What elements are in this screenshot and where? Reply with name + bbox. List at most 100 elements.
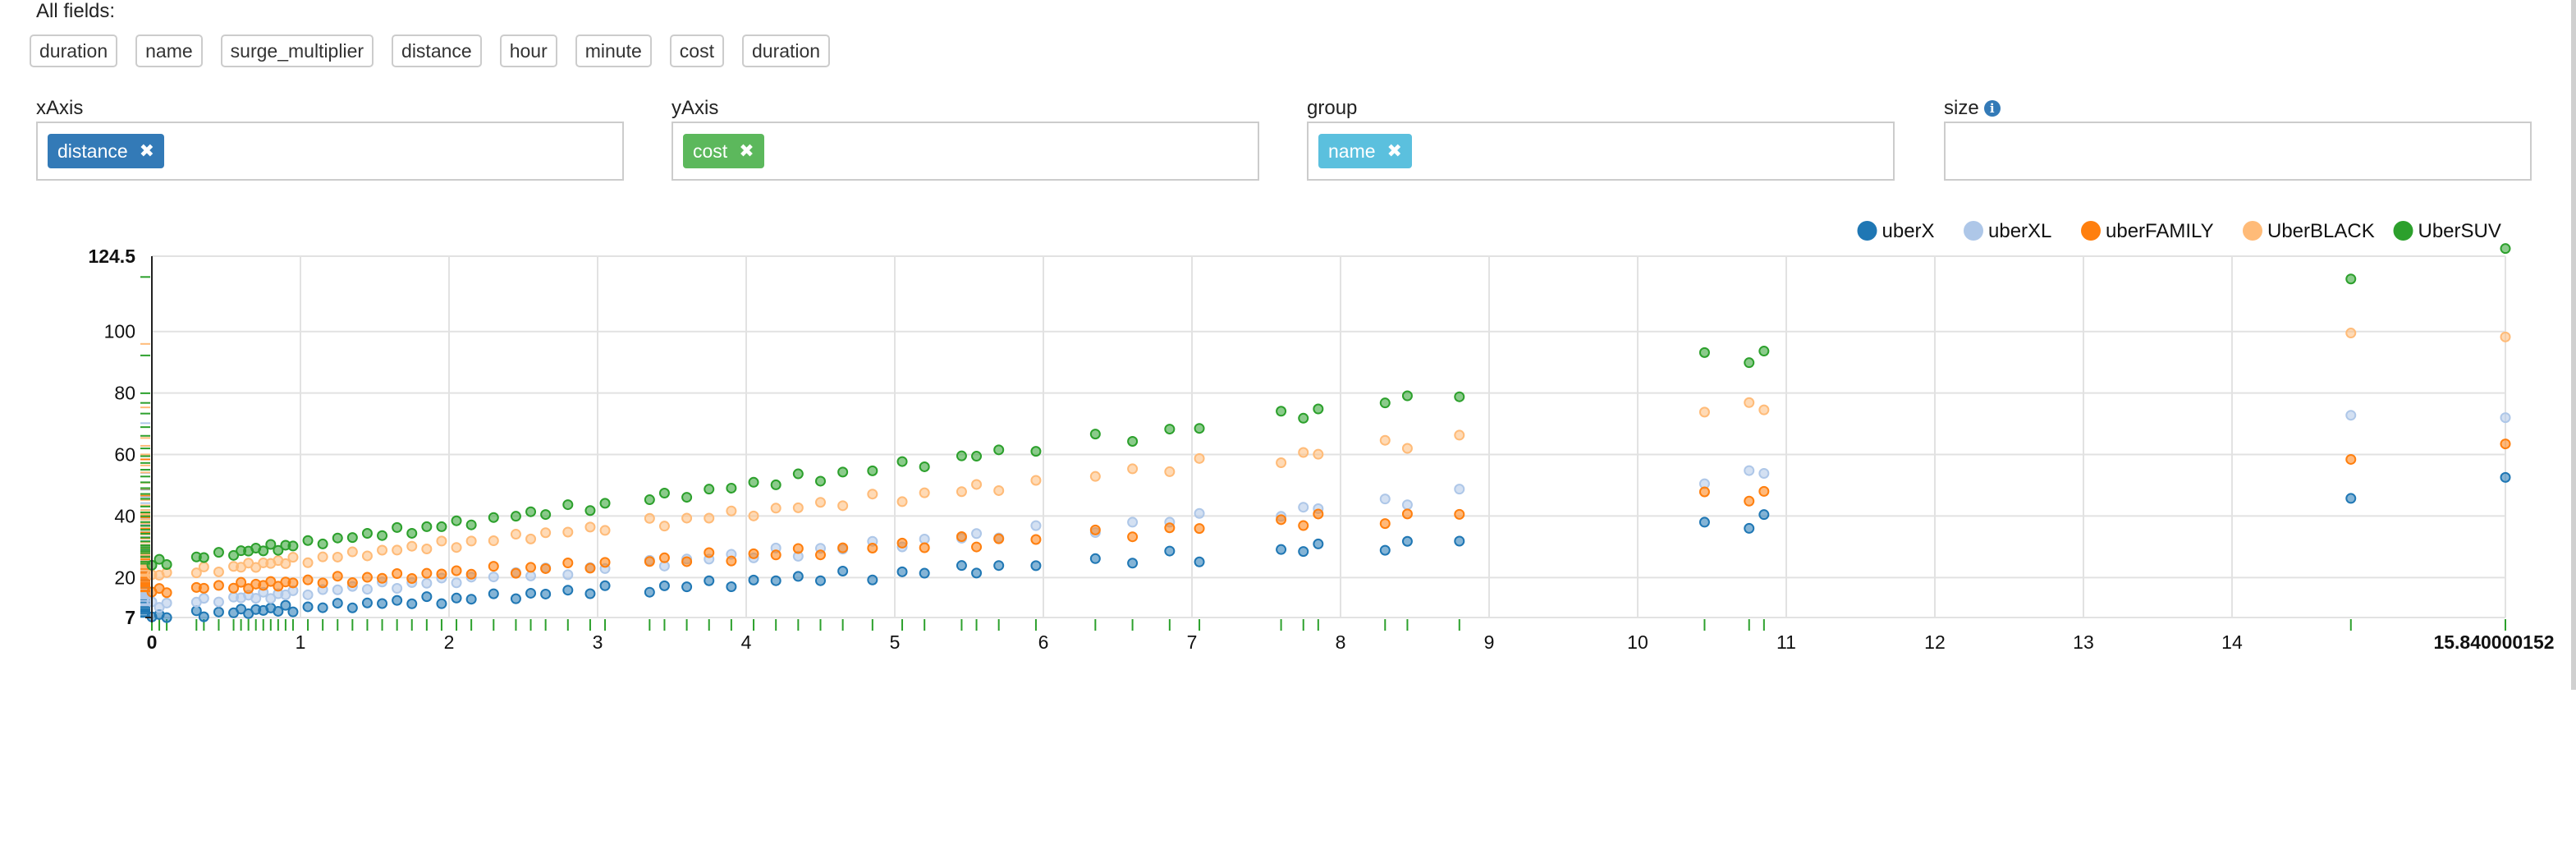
data-point-uberXL [971, 528, 983, 539]
data-point-uberX [1401, 535, 1413, 547]
x-tick-label: 5 [890, 631, 901, 653]
data-point-uberXL [2345, 410, 2357, 421]
data-point-UberSUV [644, 494, 655, 506]
data-point-UberBLACK [1698, 406, 1710, 418]
data-point-uberX [273, 605, 284, 617]
field-pill-name[interactable]: name [135, 34, 203, 67]
data-point-uberFAMILY [406, 572, 418, 584]
y-tick-label: 7 [125, 607, 135, 628]
legend-item-uberXL[interactable]: uberXL [1964, 220, 2051, 242]
x-tick-label: 3 [593, 631, 603, 653]
yAxis-tag-cost[interactable]: cost ✖ [683, 134, 764, 168]
times-icon[interactable]: ✖ [1387, 140, 1402, 161]
data-point-UberBLACK [867, 489, 878, 500]
xAxis-tag-distance[interactable]: distance ✖ [48, 134, 165, 168]
data-point-uberX [562, 585, 574, 596]
data-point-uberX [993, 560, 1005, 572]
data-point-UberBLACK [1454, 429, 1465, 441]
legend-item-UberBLACK[interactable]: UberBLACK [2243, 220, 2375, 242]
data-point-uberFAMILY [1127, 531, 1139, 543]
data-point-uberFAMILY [436, 568, 447, 580]
data-point-UberBLACK [1030, 475, 1042, 486]
data-point-uberXL [198, 593, 209, 604]
data-point-uberX [525, 587, 537, 599]
data-point-UberSUV [258, 545, 269, 557]
times-icon[interactable]: ✖ [739, 140, 754, 161]
data-point-uberFAMILY [332, 571, 343, 582]
data-point-uberFAMILY [1744, 495, 1755, 507]
data-point-uberFAMILY [748, 548, 759, 559]
data-point-UberBLACK [1276, 457, 1287, 469]
data-point-UberSUV [2345, 273, 2357, 285]
data-point-uberXL [2500, 412, 2511, 424]
y-tick-label: 80 [114, 383, 135, 404]
times-icon[interactable]: ✖ [139, 140, 155, 161]
data-point-uberXL [265, 593, 277, 604]
page-scrollbar[interactable] [2571, 0, 2576, 690]
data-point-UberBLACK [644, 512, 655, 524]
data-point-UberBLACK [792, 502, 804, 513]
data-point-uberX [919, 567, 930, 579]
data-point-uberX [332, 598, 343, 609]
data-point-UberBLACK [658, 521, 670, 532]
data-point-uberFAMILY [317, 577, 328, 589]
data-point-UberSUV [971, 451, 983, 462]
data-point-UberBLACK [436, 535, 447, 547]
tag-label: name [1328, 140, 1376, 162]
data-point-uberX [540, 588, 552, 599]
data-point-uberFAMILY [562, 558, 574, 569]
tag-label: distance [57, 140, 128, 162]
field-pill-distance[interactable]: distance [392, 34, 482, 67]
legend-item-uberFAMILY[interactable]: uberFAMILY [2081, 220, 2214, 242]
legend-item-UberSUV[interactable]: UberSUV [2393, 220, 2501, 242]
field-pill-minute[interactable]: minute [575, 34, 652, 67]
field-pill-surge_multiplier[interactable]: surge_multiplier [220, 34, 374, 67]
data-point-uberFAMILY [540, 562, 552, 574]
data-point-uberFAMILY [421, 567, 433, 579]
data-point-uberFAMILY [726, 555, 737, 567]
data-point-UberSUV [421, 521, 433, 532]
data-point-UberBLACK [198, 561, 209, 572]
x-rug [151, 619, 2506, 631]
data-point-uberFAMILY [161, 587, 172, 599]
data-point-uberX [644, 586, 655, 598]
data-point-uberX [488, 588, 499, 599]
data-point-uberXL [250, 593, 262, 604]
legend-item-uberX[interactable]: uberX [1857, 220, 1935, 242]
group-tag-name[interactable]: name ✖ [1318, 134, 1412, 168]
data-point-uberFAMILY [1401, 508, 1413, 520]
data-point-UberSUV [956, 450, 967, 461]
data-point-uberFAMILY [243, 583, 254, 595]
data-point-UberSUV [287, 540, 299, 552]
data-point-UberSUV [770, 479, 782, 490]
data-point-uberFAMILY [465, 568, 477, 580]
data-point-UberSUV [228, 549, 240, 561]
data-point-UberSUV [213, 547, 224, 558]
field-pill-cost[interactable]: cost [669, 34, 724, 67]
data-point-UberBLACK [1164, 466, 1176, 477]
data-point-UberBLACK [584, 521, 596, 533]
field-pill-duration[interactable]: duration [30, 34, 118, 67]
data-point-uberX [1379, 544, 1391, 556]
data-point-uberFAMILY [956, 530, 967, 542]
group-drop-zone[interactable]: name ✖ [1307, 122, 1895, 181]
data-point-UberSUV [1698, 347, 1710, 358]
yAxis-drop-zone[interactable]: cost ✖ [672, 122, 1259, 181]
xAxis-drop-zone[interactable]: distance ✖ [36, 122, 624, 181]
data-point-UberSUV [1276, 406, 1287, 417]
data-point-uberX [236, 604, 247, 615]
x-tick-label: 12 [1924, 631, 1946, 653]
field-pill-hour[interactable]: hour [499, 34, 557, 67]
data-point-UberBLACK [332, 551, 343, 562]
data-point-uberXL [1127, 517, 1139, 528]
info-circle-icon[interactable]: i [1983, 100, 2001, 117]
legend-swatch [2243, 221, 2262, 241]
data-point-UberBLACK [1379, 434, 1391, 446]
data-point-uberX [392, 595, 403, 606]
data-point-UberSUV [377, 530, 388, 541]
size-drop-zone[interactable] [1944, 122, 2532, 181]
xAxis-label: xAxis [36, 97, 83, 120]
field-pill-duration[interactable]: duration [741, 34, 831, 67]
data-point-uberXL [1401, 499, 1413, 511]
data-point-uberX [2500, 471, 2511, 483]
